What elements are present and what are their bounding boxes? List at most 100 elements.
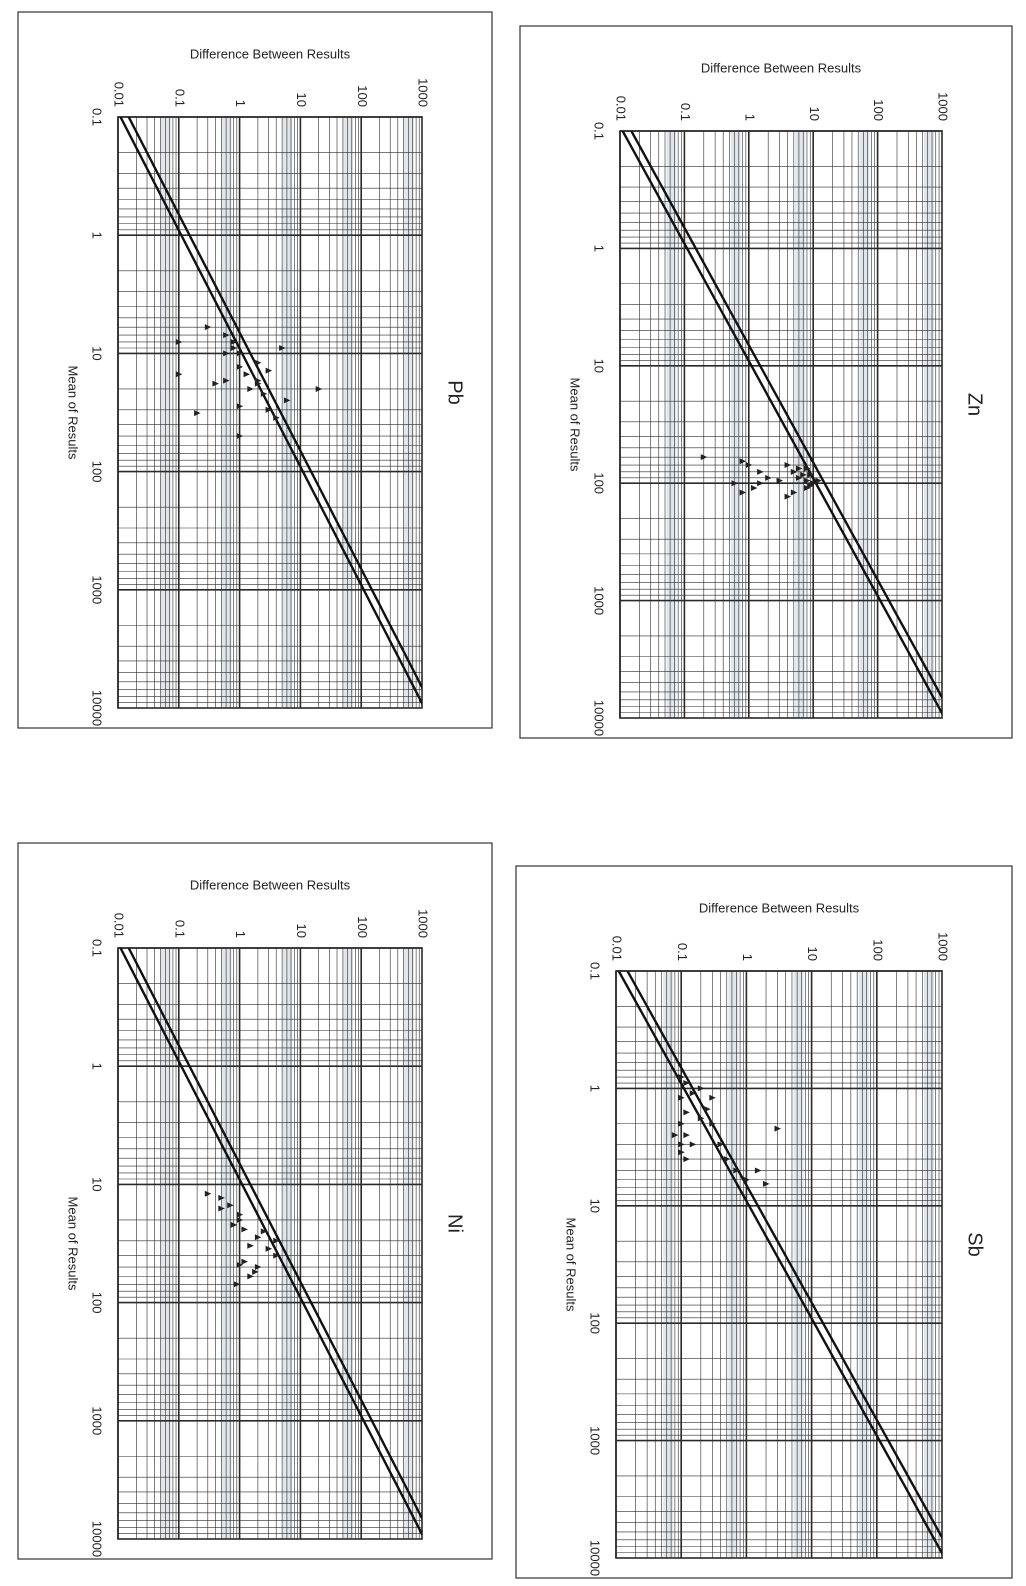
grid-band <box>924 971 934 1558</box>
data-point <box>815 477 822 484</box>
reference-lines <box>617 971 942 1558</box>
chart-title: Sb <box>964 1232 986 1256</box>
x-tick-label: 100 <box>90 461 105 483</box>
data-point <box>223 350 230 357</box>
data-point <box>723 1156 731 1163</box>
data-point <box>236 403 244 410</box>
data-point <box>260 1228 268 1235</box>
data-point <box>273 414 280 421</box>
y-axis-label: Difference Between Results <box>701 60 862 75</box>
data-point <box>252 1268 259 1275</box>
data-point <box>236 1211 244 1218</box>
data-point <box>810 480 817 487</box>
data-point <box>790 468 798 475</box>
grid-band <box>282 948 293 1539</box>
data-point <box>795 465 803 472</box>
x-tick-label: 1000 <box>90 1406 105 1435</box>
chart-frame <box>515 865 1013 1579</box>
data-point <box>784 462 792 469</box>
data-point <box>254 377 262 384</box>
data-points <box>204 1190 280 1288</box>
data-point <box>283 397 291 404</box>
data-points <box>175 324 323 440</box>
data-point <box>265 406 273 413</box>
data-point <box>241 1258 248 1265</box>
grid-band <box>795 131 806 718</box>
y-tick-label: 10 <box>805 947 820 961</box>
chart-frame <box>17 11 493 729</box>
data-point <box>243 371 251 378</box>
data-point <box>731 480 739 487</box>
y-tick-label: 100 <box>355 916 370 938</box>
chart-panel-ni: 0.1 1 10 100 1000 10000 1000 100 10 1 0.1 0.01 Mean … <box>17 842 493 1560</box>
x-tick-label: 1000 <box>588 1426 603 1455</box>
data-point <box>803 465 811 472</box>
data-point <box>683 1080 690 1087</box>
x-tick-label: 10 <box>90 1177 105 1191</box>
y-tick-label: 0.1 <box>172 920 187 938</box>
y-tick-label: 1000 <box>416 78 431 107</box>
reference-line-1 <box>119 117 422 708</box>
x-axis-label: Mean of Results <box>66 1197 81 1291</box>
data-point <box>700 454 708 461</box>
x-tick-label: 0.1 <box>592 122 607 140</box>
data-point <box>230 1221 238 1228</box>
x-axis-label: Mean of Results <box>568 378 583 472</box>
y-tick-label: 0.1 <box>678 103 693 121</box>
grid-band <box>663 971 674 1558</box>
data-point <box>683 1132 690 1139</box>
grid-band <box>793 971 804 1558</box>
chart-panel-sb: 0.1 1 10 100 1000 10000 1000 100 10 1 0.1 0.01 Mean … <box>515 865 1013 1579</box>
data-point <box>236 433 244 440</box>
x-tick-label: 1000 <box>592 586 607 615</box>
data-point <box>194 410 201 417</box>
data-point <box>754 1167 762 1174</box>
data-point <box>279 344 286 351</box>
x-tick-label: 10000 <box>90 1521 105 1557</box>
grid-band <box>858 971 869 1558</box>
grid-band <box>221 117 232 708</box>
data-point <box>265 367 273 374</box>
reference-lines <box>621 131 942 718</box>
grid-band <box>282 117 293 708</box>
data-point <box>757 468 764 475</box>
x-tick-label: 1 <box>90 232 105 239</box>
data-point <box>273 1252 280 1259</box>
chart-panel-zn: 0.1 1 10 100 1000 10000 1000 100 10 1 0.1 0.01 Mean … <box>519 25 1013 739</box>
data-point <box>697 1115 705 1122</box>
data-point <box>227 1202 234 1209</box>
data-point <box>709 1120 716 1127</box>
x-tick-label: 1 <box>592 245 607 252</box>
y-tick-label: 0.01 <box>610 936 625 961</box>
grid-band <box>728 971 739 1558</box>
data-point <box>683 1109 690 1116</box>
reference-line-1 <box>119 948 422 1539</box>
data-point <box>236 363 244 370</box>
y-tick-label: 0.01 <box>614 96 629 121</box>
data-point <box>254 359 262 366</box>
data-point <box>784 493 792 500</box>
data-point <box>739 489 747 496</box>
y-tick-label: 0.1 <box>172 89 187 107</box>
data-point <box>247 385 254 392</box>
plot-area-border <box>615 970 943 1559</box>
data-points <box>671 1074 782 1187</box>
data-point <box>223 332 230 339</box>
x-tick-label: 10 <box>90 346 105 360</box>
data-point <box>204 324 212 331</box>
x-tick-label: 1 <box>588 1085 603 1092</box>
data-point <box>212 380 219 387</box>
chart-title: Zn <box>964 393 986 416</box>
data-point <box>803 477 811 484</box>
x-axis-label: Mean of Results <box>66 366 81 460</box>
data-point <box>743 1176 750 1183</box>
y-tick-label: 0.01 <box>112 82 127 107</box>
data-point <box>790 489 798 496</box>
x-tick-label: 0.1 <box>90 939 105 957</box>
data-point <box>800 471 807 478</box>
data-point <box>223 377 230 384</box>
grid-band <box>859 131 870 718</box>
x-tick-label: 10 <box>592 359 607 373</box>
data-point <box>750 485 758 492</box>
